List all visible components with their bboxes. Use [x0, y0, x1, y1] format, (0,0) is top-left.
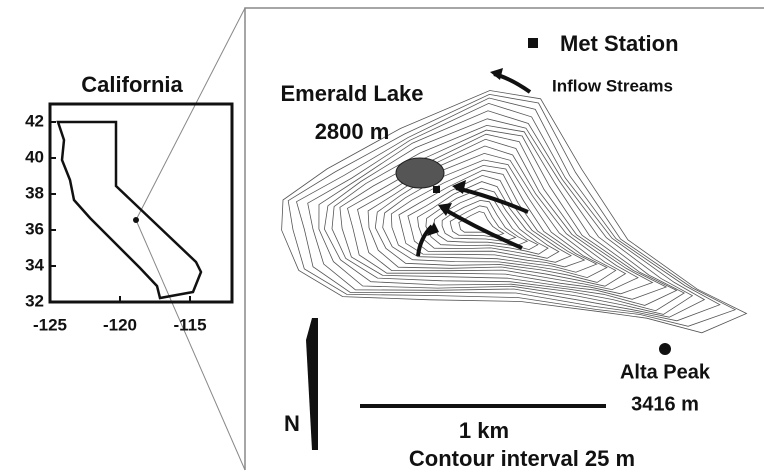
legend-inflow: Inflow Streams: [552, 76, 673, 95]
legend-square: [528, 38, 538, 48]
projection-line: [136, 8, 245, 220]
north-arrow: [306, 318, 318, 450]
y-tick-label: 36: [25, 219, 44, 238]
lake-elevation: 2800 m: [315, 119, 390, 144]
scale-label: 1 km: [459, 418, 509, 443]
inset-title: California: [81, 72, 183, 97]
y-tick-label: 38: [25, 183, 44, 202]
y-tick-label: 42: [25, 111, 44, 130]
contour-note: Contour interval 25 m: [409, 446, 635, 471]
emerald-lake: [396, 158, 444, 188]
x-tick-label: -125: [33, 315, 67, 334]
y-tick-label: 32: [25, 291, 44, 310]
figure: California -125 -120 -115 42 40 38 36 34 32 Met …: [0, 0, 764, 476]
north-label: N: [284, 411, 300, 436]
alta-peak-marker: [659, 343, 671, 355]
x-tick-label: -120: [103, 315, 137, 334]
met-station-marker: [433, 186, 440, 193]
california-outline: [58, 122, 201, 298]
y-tick-label: 34: [25, 255, 44, 274]
site-dot: [133, 217, 139, 223]
legend-met-station: Met Station: [560, 31, 679, 56]
lake-name: Emerald Lake: [280, 81, 423, 106]
peak-elevation: 3416 m: [631, 393, 699, 415]
peak-name: Alta Peak: [620, 361, 711, 383]
y-tick-label: 40: [25, 147, 44, 166]
x-tick-label: -115: [173, 315, 206, 334]
